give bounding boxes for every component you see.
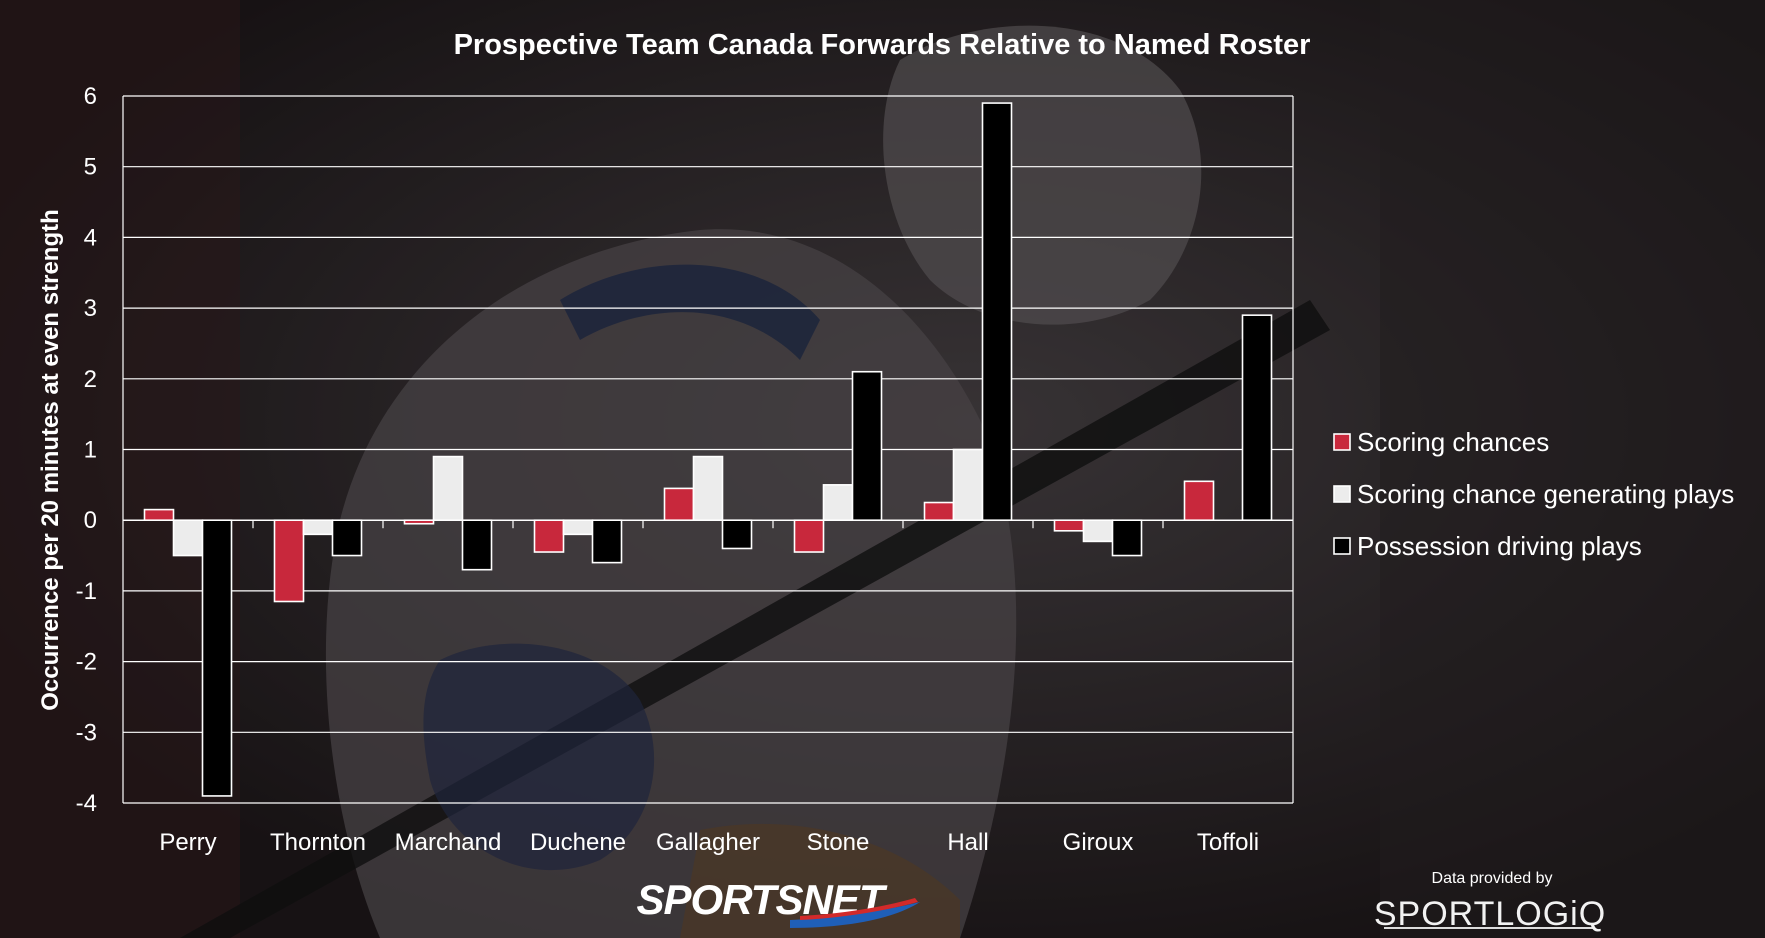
bar bbox=[952, 448, 984, 521]
category-label: Perry bbox=[159, 829, 216, 856]
category-label: Toffoli bbox=[1197, 829, 1259, 856]
legend-label: Scoring chances bbox=[1357, 427, 1549, 457]
legend-label: Scoring chance generating plays bbox=[1357, 479, 1734, 509]
sportsnet-swoosh-red-icon bbox=[800, 898, 918, 920]
y-tick-label: -2 bbox=[76, 649, 97, 676]
y-tick-label: 1 bbox=[84, 437, 97, 464]
y-tick-label: -1 bbox=[76, 578, 97, 605]
y-tick-label: 5 bbox=[84, 154, 97, 181]
bar bbox=[562, 519, 594, 536]
y-tick-label: 3 bbox=[84, 295, 97, 322]
bar bbox=[923, 501, 955, 521]
legend-swatch bbox=[1333, 485, 1351, 503]
bar bbox=[143, 508, 175, 522]
bar bbox=[1241, 314, 1273, 522]
category-label: Duchene bbox=[530, 829, 626, 856]
bar bbox=[1082, 519, 1114, 543]
bar bbox=[273, 519, 305, 603]
bar bbox=[331, 519, 363, 557]
sportlogiq-wordmark: SPORTLOGiQ bbox=[1374, 895, 1606, 933]
bar bbox=[302, 519, 334, 536]
bar bbox=[201, 519, 233, 797]
bar bbox=[533, 519, 565, 553]
chart-title: Prospective Team Canada Forwards Relativ… bbox=[454, 29, 1311, 61]
data-credit-line: Data provided by bbox=[1432, 870, 1553, 887]
category-label: Marchand bbox=[395, 829, 502, 856]
bar bbox=[721, 519, 753, 550]
legend-label: Possession driving plays bbox=[1357, 531, 1642, 561]
bar bbox=[591, 519, 623, 564]
bar bbox=[692, 455, 724, 522]
y-axis-ticks: -4 -3 -2 -1 0 1 2 3 4 5 6 bbox=[76, 83, 97, 817]
y-tick-label: -3 bbox=[76, 719, 97, 746]
sportsnet-swoosh-icon bbox=[790, 902, 920, 928]
bar bbox=[1183, 480, 1215, 522]
bar bbox=[981, 102, 1013, 522]
y-tick-label: 6 bbox=[84, 83, 97, 110]
y-tick-label: 0 bbox=[84, 507, 97, 534]
bar bbox=[822, 484, 854, 522]
category-label: Giroux bbox=[1063, 829, 1134, 856]
y-axis-title: Occurrence per 20 minutes at even streng… bbox=[37, 209, 64, 711]
legend-swatch bbox=[1333, 537, 1351, 555]
bar bbox=[461, 519, 493, 571]
bar bbox=[172, 519, 204, 557]
legend: Scoring chances Scoring chance generating… bbox=[1333, 427, 1734, 561]
legend-swatch bbox=[1333, 433, 1351, 451]
category-label: Thornton bbox=[270, 829, 366, 856]
bar bbox=[663, 487, 695, 522]
bar bbox=[793, 519, 825, 553]
sportlogiq-underline bbox=[1384, 927, 1594, 929]
category-label: Stone bbox=[807, 829, 870, 856]
y-tick-label: 4 bbox=[84, 224, 97, 251]
bar bbox=[1053, 519, 1085, 532]
y-tick-label: -4 bbox=[76, 790, 97, 817]
x-axis-labels: Perry Thornton Marchand Duchene Gallagher Sto… bbox=[159, 829, 1259, 856]
bar bbox=[851, 370, 883, 522]
category-label: Hall bbox=[947, 829, 988, 856]
bar bbox=[432, 455, 464, 522]
bars bbox=[143, 102, 1273, 797]
gridlines bbox=[123, 95, 1293, 804]
plot-frame bbox=[122, 96, 1294, 803]
sportsnet-logo: SPORTSNET bbox=[637, 876, 920, 928]
y-tick-label: 2 bbox=[84, 366, 97, 393]
category-label: Gallagher bbox=[656, 829, 760, 856]
bar bbox=[1111, 519, 1143, 557]
